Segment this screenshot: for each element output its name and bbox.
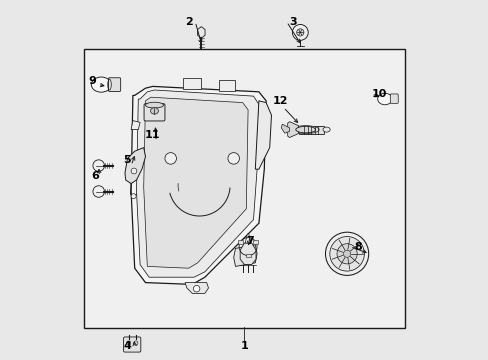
Circle shape <box>343 250 350 257</box>
Polygon shape <box>197 27 204 38</box>
Bar <box>253 240 258 244</box>
Circle shape <box>131 194 136 199</box>
Text: 9: 9 <box>88 76 96 86</box>
Polygon shape <box>233 245 257 266</box>
Circle shape <box>93 186 104 197</box>
FancyBboxPatch shape <box>144 104 164 121</box>
Circle shape <box>227 153 239 164</box>
Circle shape <box>193 285 200 292</box>
Polygon shape <box>125 148 145 184</box>
Ellipse shape <box>145 102 163 108</box>
Ellipse shape <box>150 108 158 114</box>
Circle shape <box>336 244 356 264</box>
Polygon shape <box>298 126 323 134</box>
Bar <box>84 49 404 328</box>
Ellipse shape <box>91 77 111 92</box>
Text: 1: 1 <box>240 341 248 351</box>
Circle shape <box>131 168 137 174</box>
Circle shape <box>164 153 176 164</box>
Polygon shape <box>255 101 271 169</box>
FancyBboxPatch shape <box>389 94 397 103</box>
Text: 12: 12 <box>272 96 287 106</box>
Bar <box>237 240 243 244</box>
Text: 7: 7 <box>245 236 253 246</box>
Polygon shape <box>281 124 289 133</box>
Polygon shape <box>244 234 250 243</box>
FancyBboxPatch shape <box>123 337 141 352</box>
Circle shape <box>296 29 303 36</box>
Circle shape <box>133 341 138 345</box>
Polygon shape <box>240 243 256 265</box>
Circle shape <box>325 232 368 275</box>
Polygon shape <box>287 122 298 138</box>
Text: 6: 6 <box>91 171 99 181</box>
Polygon shape <box>136 90 258 277</box>
Polygon shape <box>185 283 208 293</box>
Polygon shape <box>131 121 140 130</box>
Circle shape <box>126 341 130 345</box>
Bar <box>245 254 250 257</box>
Text: 5: 5 <box>123 155 131 165</box>
Circle shape <box>329 237 364 271</box>
Polygon shape <box>219 80 235 91</box>
Polygon shape <box>183 78 201 89</box>
Circle shape <box>292 24 307 40</box>
Ellipse shape <box>322 127 329 132</box>
Ellipse shape <box>295 126 315 133</box>
FancyBboxPatch shape <box>108 78 121 91</box>
Text: 11: 11 <box>144 130 160 140</box>
Ellipse shape <box>292 126 319 134</box>
Ellipse shape <box>377 93 391 105</box>
Text: 3: 3 <box>289 17 296 27</box>
Text: 4: 4 <box>123 341 131 351</box>
Text: 10: 10 <box>371 89 386 99</box>
Circle shape <box>93 160 104 171</box>
Polygon shape <box>143 97 247 268</box>
Polygon shape <box>131 86 265 284</box>
Text: 2: 2 <box>184 17 192 27</box>
Text: 8: 8 <box>353 242 361 252</box>
